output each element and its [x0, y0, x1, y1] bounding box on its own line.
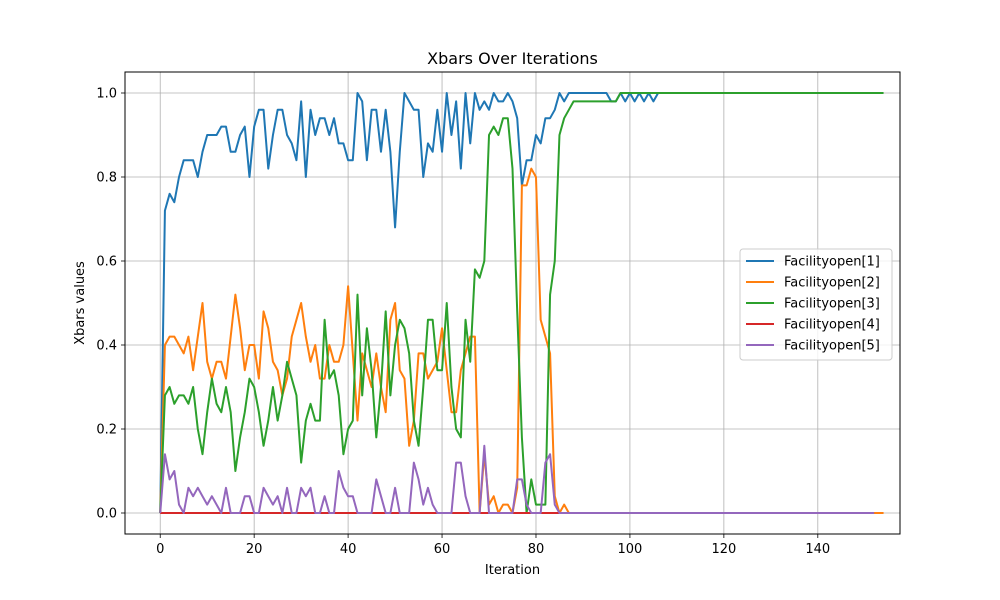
y-tick-label: 0.4: [96, 339, 117, 354]
legend-label: Facilityopen[2]: [784, 276, 880, 291]
legend-label: Facilityopen[4]: [784, 318, 880, 333]
x-tick-label: 20: [246, 542, 263, 557]
legend-box: [739, 248, 893, 361]
x-tick-label: 0: [156, 542, 164, 557]
series-lines: [159, 92, 884, 514]
legend: Facilityopen[1] Facilityopen[2] Facilityop…: [739, 248, 893, 361]
x-tick-label: 140: [805, 542, 830, 557]
plot-frame: [124, 71, 901, 535]
y-tick-label: 0.0: [96, 507, 117, 522]
legend-label: Facilityopen[5]: [784, 339, 880, 354]
x-axis-label: Iteration: [485, 563, 540, 578]
x-tick-label: 60: [434, 542, 451, 557]
y-tick-label: 1.0: [96, 87, 117, 102]
series-line-3: [159, 92, 884, 514]
x-tick-label: 100: [618, 542, 643, 557]
x-axis-ticks: 0 20 40 60 80 100 120 140: [156, 534, 830, 557]
y-tick-label: 0.6: [96, 255, 117, 270]
x-tick-label: 40: [340, 542, 357, 557]
y-axis-label: Xbars values: [73, 261, 88, 345]
legend-label: Facilityopen[1]: [784, 255, 880, 270]
x-tick-label: 80: [528, 542, 545, 557]
chart-title: Xbars Over Iterations: [427, 49, 598, 68]
series-line-5: [159, 444, 875, 514]
y-tick-label: 0.2: [96, 423, 117, 438]
legend-label: Facilityopen[3]: [784, 297, 880, 312]
y-axis-ticks: 0.0 0.2 0.4 0.6 0.8 1.0: [96, 87, 125, 522]
y-tick-label: 0.8: [96, 171, 117, 186]
x-tick-label: 120: [711, 542, 736, 557]
